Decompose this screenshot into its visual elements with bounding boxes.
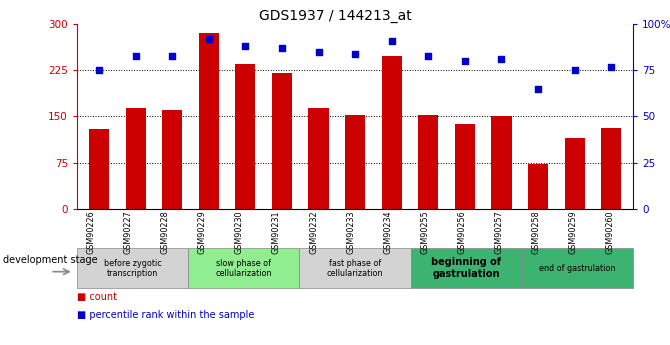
Point [533,86,543,91]
Text: GSM90233: GSM90233 [346,210,355,254]
Text: ■ count: ■ count [77,292,117,302]
Bar [162,110,182,209]
Point [496,57,507,62]
Text: GSM90259: GSM90259 [569,210,578,254]
Text: GSM90227: GSM90227 [124,210,133,254]
Text: GSM90234: GSM90234 [383,210,392,254]
Text: GSM90258: GSM90258 [531,210,541,254]
Text: GSM90230: GSM90230 [235,210,244,254]
Text: GSM90257: GSM90257 [494,210,503,254]
Text: development stage: development stage [3,255,98,265]
Point [204,36,214,42]
Text: slow phase of
cellularization: slow phase of cellularization [216,258,272,278]
Text: GSM90260: GSM90260 [606,210,614,254]
Bar [308,108,328,209]
Point [350,51,360,57]
Text: GDS1937 / 144213_at: GDS1937 / 144213_at [259,9,411,23]
Bar [528,165,548,209]
Point [460,58,470,64]
Text: before zygotic
transcription: before zygotic transcription [104,258,161,278]
Bar [235,64,255,209]
Point [94,68,105,73]
Text: GSM90228: GSM90228 [161,210,170,254]
Point [130,53,141,58]
Text: GSM90226: GSM90226 [86,210,96,254]
Text: GSM90232: GSM90232 [309,210,318,254]
Point [423,53,433,58]
Text: ■ percentile rank within the sample: ■ percentile rank within the sample [77,310,255,321]
Point [167,53,178,58]
Bar [345,115,365,209]
Point [277,46,287,51]
Bar [455,125,475,209]
Text: beginning of
gastrulation: beginning of gastrulation [431,257,501,279]
Point [570,68,580,73]
Text: end of gastrulation: end of gastrulation [539,264,616,273]
Bar [199,33,219,209]
Bar [125,108,145,209]
Bar [601,128,621,209]
Bar [272,73,292,209]
Bar [382,56,402,209]
Point [606,64,616,69]
Text: GSM90256: GSM90256 [458,210,466,254]
Point [387,38,397,43]
Point [313,49,324,55]
Bar [565,138,585,209]
Point [240,43,251,49]
Text: GSM90255: GSM90255 [420,210,429,254]
Bar [89,129,109,209]
Text: fast phase of
cellularization: fast phase of cellularization [327,258,383,278]
Text: GSM90229: GSM90229 [198,210,207,254]
Text: GSM90231: GSM90231 [272,210,281,254]
Bar [418,115,438,209]
Bar [491,117,511,209]
